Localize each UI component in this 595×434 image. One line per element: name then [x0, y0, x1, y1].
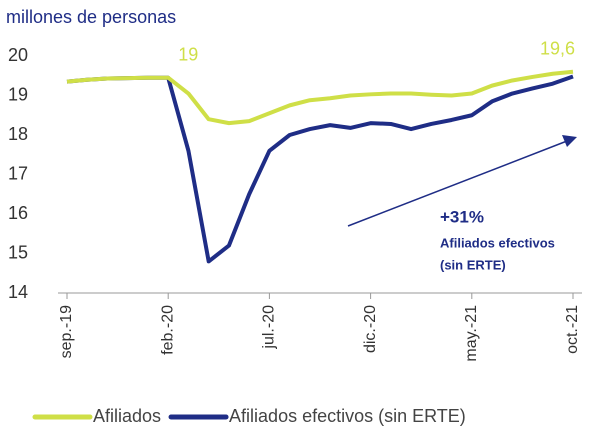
y-tick-label: 18: [8, 124, 28, 144]
legend-label: Afiliados: [93, 406, 161, 426]
y-tick-label: 15: [8, 242, 28, 262]
x-tick-label: jul.-20: [261, 305, 278, 350]
trend-arrow: [347, 140, 568, 227]
y-tick-label: 19: [8, 84, 28, 104]
line-series: [66, 74, 574, 264]
y-tick-label: 20: [8, 45, 28, 65]
x-tick-label: sep.-19: [58, 305, 75, 358]
y-axis-label: millones de personas: [6, 7, 176, 27]
x-tick-label: may.-21: [463, 305, 480, 362]
y-tick-label: 14: [8, 282, 28, 302]
x-tick-label: dic.-20: [362, 305, 379, 353]
y-tick-label: 17: [8, 163, 28, 183]
annotation: (sin ERTE): [440, 257, 506, 272]
value-label: 19: [178, 44, 198, 64]
x-tick-label: feb.-20: [159, 305, 176, 355]
arrow-head: [562, 135, 577, 147]
legend-label: Afiliados efectivos (sin ERTE): [229, 406, 466, 426]
annotation: +31%: [440, 207, 484, 226]
line-series: [66, 69, 574, 126]
y-tick-label: 16: [8, 203, 28, 223]
annotation: Afiliados efectivos: [440, 235, 555, 250]
value-label: 19,6: [540, 39, 575, 59]
x-tick-label: oct.-21: [564, 305, 581, 354]
